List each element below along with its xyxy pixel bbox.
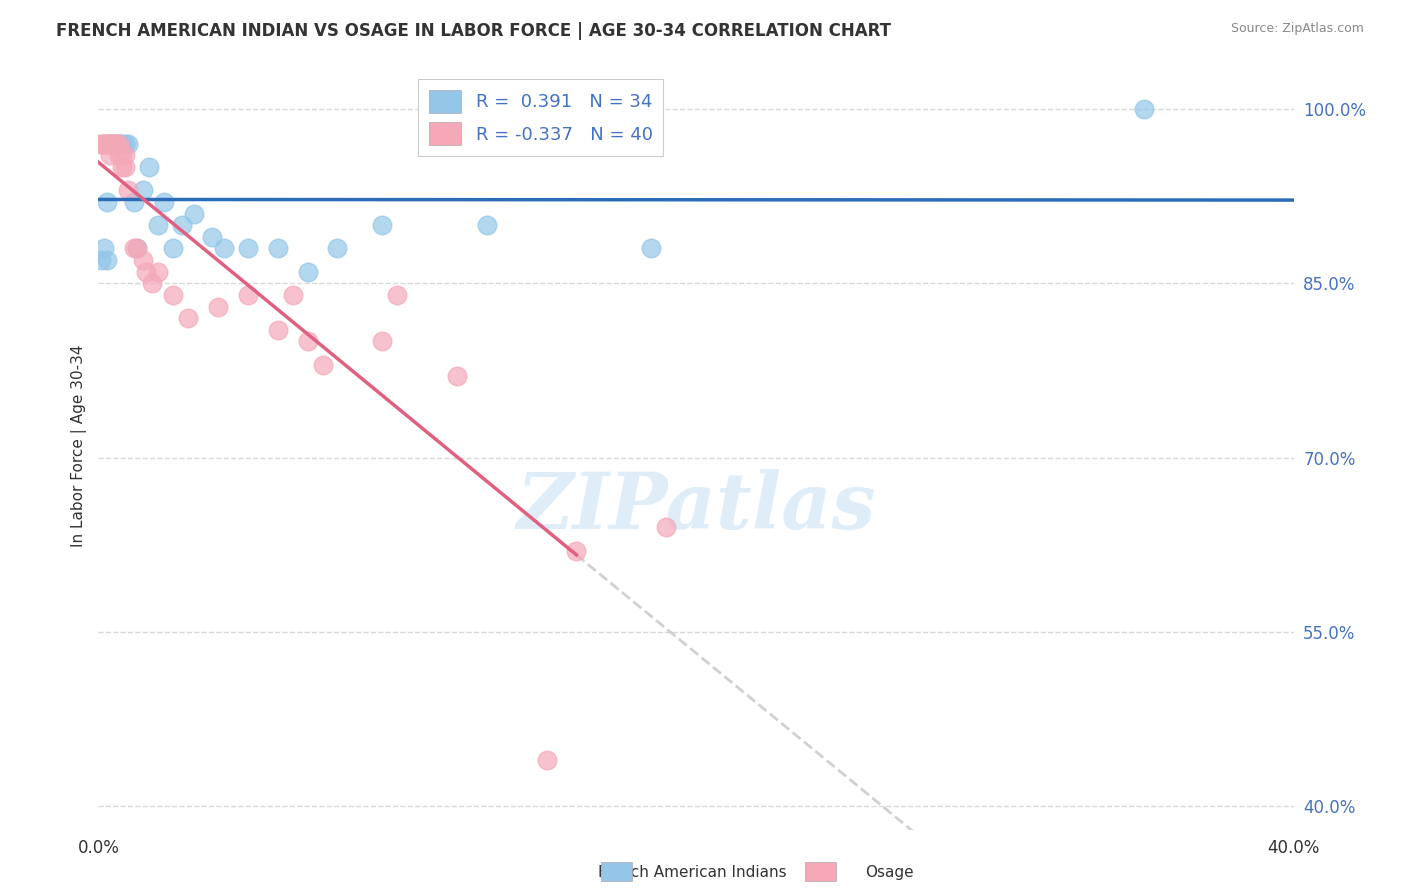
- Point: [446, 369, 468, 384]
- Point: [148, 265, 170, 279]
- Point: [90, 136, 112, 151]
- Point: [297, 265, 319, 279]
- Point: [162, 241, 184, 255]
- Point: [108, 148, 131, 162]
- Point: [475, 218, 498, 232]
- Point: [93, 136, 115, 151]
- Point: [96, 136, 118, 151]
- Point: [105, 136, 128, 151]
- Point: [326, 241, 349, 255]
- Point: [385, 288, 409, 302]
- Point: [267, 241, 290, 255]
- Point: [98, 148, 122, 162]
- Point: [103, 136, 125, 151]
- Text: FRENCH AMERICAN INDIAN VS OSAGE IN LABOR FORCE | AGE 30-34 CORRELATION CHART: FRENCH AMERICAN INDIAN VS OSAGE IN LABOR…: [56, 22, 891, 40]
- Point: [105, 136, 128, 151]
- Point: [98, 136, 122, 151]
- Point: [103, 136, 125, 151]
- Point: [132, 253, 155, 268]
- Point: [111, 148, 134, 162]
- Point: [536, 753, 558, 767]
- Point: [138, 160, 160, 174]
- Point: [108, 136, 131, 151]
- Point: [96, 194, 118, 209]
- Point: [127, 241, 149, 255]
- Point: [98, 136, 122, 151]
- Point: [148, 218, 170, 232]
- Point: [103, 136, 125, 151]
- Point: [111, 160, 134, 174]
- Point: [108, 136, 131, 151]
- Point: [236, 241, 259, 255]
- Point: [105, 136, 128, 151]
- Point: [103, 136, 125, 151]
- Y-axis label: In Labor Force | Age 30-34: In Labor Force | Age 30-34: [72, 344, 87, 548]
- Point: [108, 136, 131, 151]
- Point: [90, 253, 112, 268]
- Point: [267, 323, 290, 337]
- Point: [93, 136, 115, 151]
- Point: [98, 136, 122, 151]
- Point: [141, 277, 163, 291]
- Point: [117, 183, 139, 197]
- Legend: R =  0.391   N = 34, R = -0.337   N = 40: R = 0.391 N = 34, R = -0.337 N = 40: [418, 79, 664, 156]
- Point: [98, 136, 122, 151]
- Point: [111, 136, 134, 151]
- Point: [311, 358, 333, 372]
- Point: [236, 288, 259, 302]
- Point: [114, 148, 136, 162]
- Point: [371, 218, 394, 232]
- Point: [135, 265, 157, 279]
- Point: [640, 241, 662, 255]
- Point: [207, 300, 229, 314]
- Point: [177, 311, 200, 326]
- Point: [93, 241, 115, 255]
- Point: [127, 241, 149, 255]
- Point: [371, 334, 394, 349]
- Text: French American Indians: French American Indians: [598, 865, 787, 880]
- Point: [117, 136, 139, 151]
- Point: [124, 194, 146, 209]
- Point: [96, 253, 118, 268]
- Point: [153, 194, 176, 209]
- Point: [297, 334, 319, 349]
- Point: [90, 136, 112, 151]
- Text: Osage: Osage: [865, 865, 914, 880]
- Text: ZIPatlas: ZIPatlas: [516, 469, 876, 546]
- Point: [1133, 102, 1156, 116]
- Point: [96, 136, 118, 151]
- Point: [172, 218, 194, 232]
- Point: [183, 206, 205, 220]
- Point: [114, 160, 136, 174]
- Point: [162, 288, 184, 302]
- Point: [114, 136, 136, 151]
- Point: [655, 520, 678, 534]
- Point: [132, 183, 155, 197]
- Point: [201, 229, 224, 244]
- Text: Source: ZipAtlas.com: Source: ZipAtlas.com: [1230, 22, 1364, 36]
- Point: [105, 136, 128, 151]
- Point: [281, 288, 304, 302]
- Point: [565, 543, 588, 558]
- Point: [212, 241, 235, 255]
- Point: [124, 241, 146, 255]
